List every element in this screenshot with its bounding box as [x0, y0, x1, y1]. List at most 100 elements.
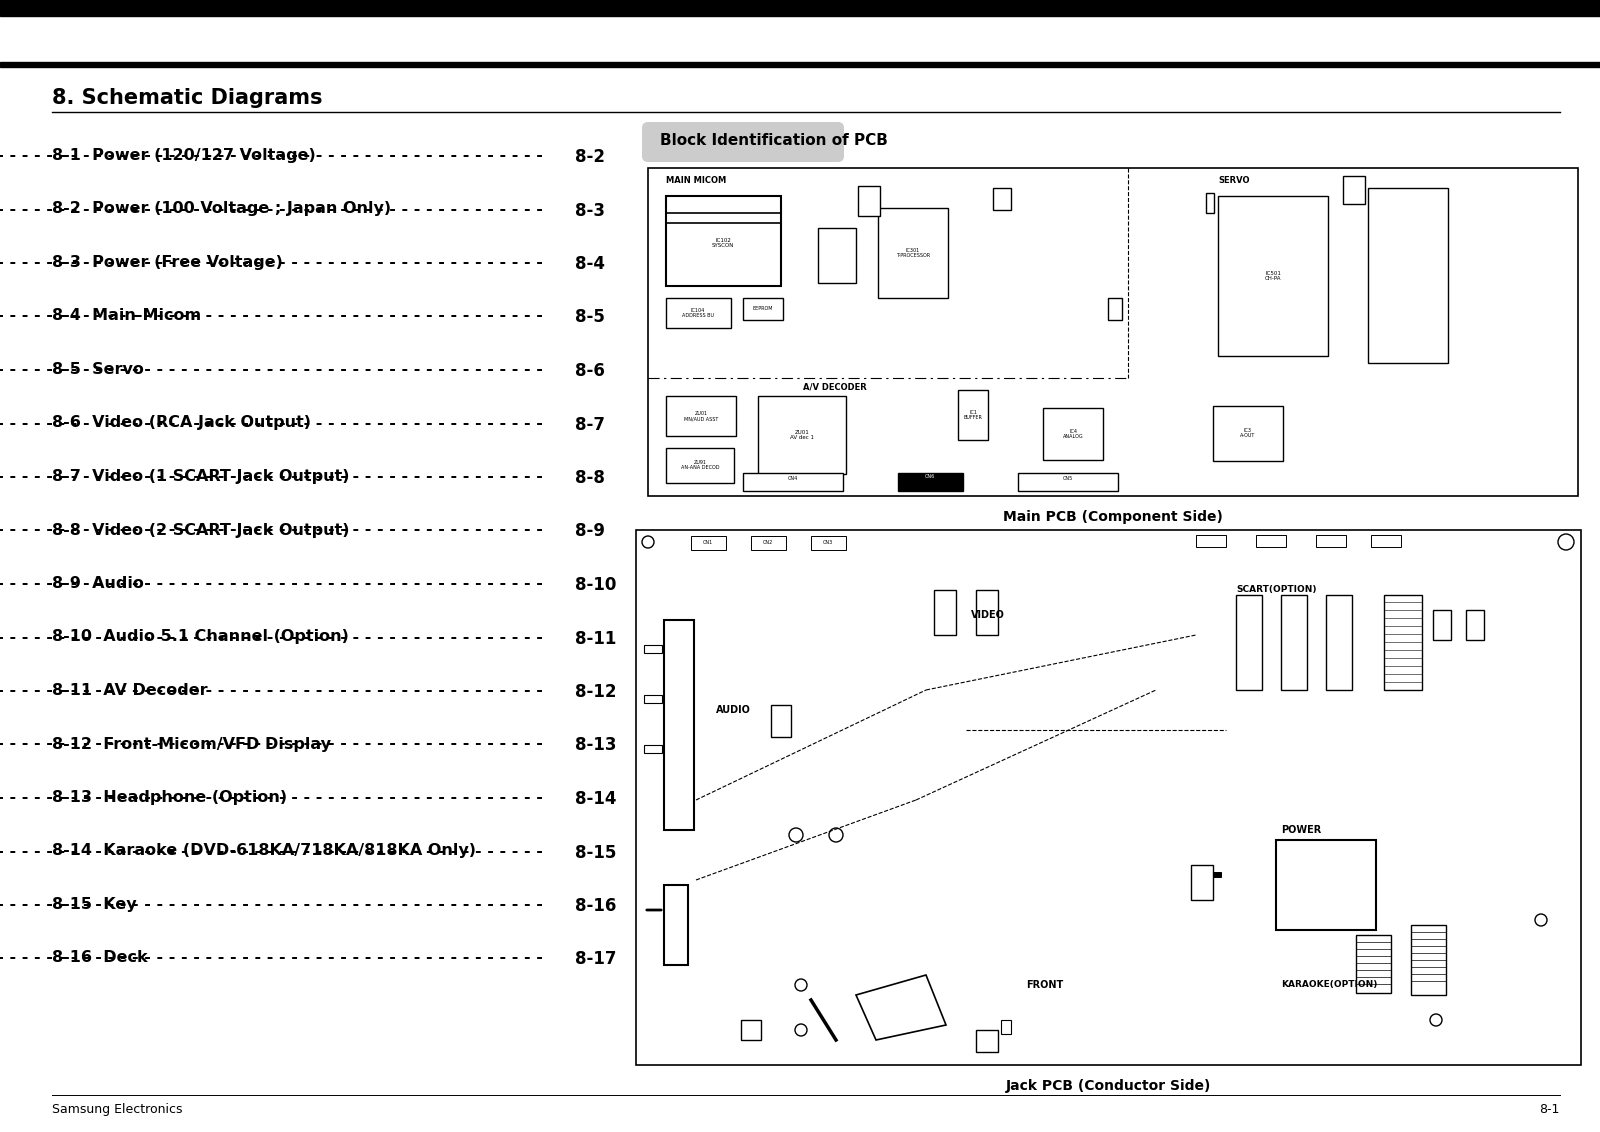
Text: 8-15: 8-15	[574, 843, 616, 861]
Text: 8-12: 8-12	[574, 683, 616, 701]
Text: 8-2: 8-2	[574, 148, 605, 166]
Text: 8-3  Power (Free Voltage): 8-3 Power (Free Voltage)	[51, 255, 283, 271]
Text: 8-5  Servo: 8-5 Servo	[51, 362, 144, 377]
Bar	[1277, 840, 1376, 931]
Text: - - - - - - - - - - - - - - - - - - - - - - - - - - - - - - - - - - - - - - - - : - - - - - - - - - - - - - - - - - - - - …	[0, 576, 547, 591]
Text: - - - - - - - - - - - - - - - - - - - - - - - - - - - - - - - - - - - - - - - - : - - - - - - - - - - - - - - - - - - - - …	[0, 790, 547, 805]
Text: IC102
SYSCON: IC102 SYSCON	[712, 238, 734, 248]
Text: 8-10  Audio 5.1 Channel (Option): 8-10 Audio 5.1 Channel (Option)	[51, 629, 349, 644]
Bar	[666, 396, 736, 436]
Text: CN4: CN4	[787, 477, 798, 481]
Text: - - - - - - - - - - - - - - - - - - - - - - - - - - - - - - - - - - - - - - - - : - - - - - - - - - - - - - - - - - - - - …	[0, 951, 547, 966]
Text: - - - - - - - - - - - - - - - - - - - - - - - - - - - - - - - - - - - - - - - - : - - - - - - - - - - - - - - - - - - - - …	[0, 629, 547, 644]
Text: - - - - - - - - - - - - - - - - - - - - - - - - - - - - - - - - - - - - - - - - : - - - - - - - - - - - - - - - - - - - - …	[0, 362, 547, 377]
Text: 8. Schematic Diagrams: 8. Schematic Diagrams	[51, 88, 323, 108]
Text: Block Identification of PCB: Block Identification of PCB	[661, 132, 888, 148]
Text: - - - - - - - - - - - - - - - - - - - - - - - - - - - - - - - - - - - - - - - - : - - - - - - - - - - - - - - - - - - - - …	[0, 148, 547, 163]
Text: 8-13: 8-13	[574, 737, 616, 755]
Bar	[1218, 196, 1328, 355]
Text: ZU01
AV dec 1: ZU01 AV dec 1	[790, 430, 814, 440]
Text: FRONT: FRONT	[1026, 980, 1064, 990]
Bar	[750, 535, 786, 550]
Text: 8-6: 8-6	[574, 362, 605, 380]
Bar	[664, 620, 694, 830]
Bar	[1315, 535, 1346, 547]
Bar	[811, 535, 846, 550]
Text: IC4
ANALOG: IC4 ANALOG	[1062, 429, 1083, 439]
Bar	[648, 168, 1578, 496]
Bar	[666, 196, 781, 286]
Text: 8-8  Video (2 SCART Jack Output): 8-8 Video (2 SCART Jack Output)	[51, 523, 349, 538]
Text: - - - - - - - - - - - - - - - - - - - - - - - - - - - - - - - - - - - - - - - - : - - - - - - - - - - - - - - - - - - - - …	[0, 415, 547, 430]
Bar	[691, 535, 726, 550]
Bar	[1326, 595, 1352, 691]
Bar	[0, 0, 1600, 16]
Text: 8-14: 8-14	[574, 790, 616, 808]
Text: 8-2  Power (100 Voltage ; Japan Only): 8-2 Power (100 Voltage ; Japan Only)	[51, 201, 390, 216]
Text: - - - - - - - - - - - - - - - - - - - - - - - - - - - - - - - - - - - - - - - - : - - - - - - - - - - - - - - - - - - - - …	[0, 683, 547, 698]
Bar	[1357, 935, 1390, 993]
Bar	[1384, 595, 1422, 691]
Bar	[1411, 925, 1446, 995]
Text: AUDIO: AUDIO	[717, 705, 750, 715]
Text: 8-3: 8-3	[574, 201, 605, 220]
Bar	[1342, 175, 1365, 204]
Text: 8-9: 8-9	[574, 523, 605, 540]
Bar	[1002, 1020, 1011, 1034]
Bar	[1213, 406, 1283, 461]
Bar	[643, 695, 662, 703]
Text: - - - - - - - - - - - - - - - - - - - - - - - - - - - - - - - - - - - - - - - - : - - - - - - - - - - - - - - - - - - - - …	[0, 309, 547, 324]
Bar	[666, 448, 734, 483]
Bar	[934, 590, 957, 635]
Bar	[741, 1020, 762, 1040]
FancyBboxPatch shape	[642, 122, 845, 162]
Text: 8-12  Front-Micom/VFD Display: 8-12 Front-Micom/VFD Display	[51, 737, 331, 752]
Bar	[742, 473, 843, 491]
Text: VIDEO: VIDEO	[971, 610, 1005, 620]
Bar	[994, 188, 1011, 211]
Text: 8-9  Audio: 8-9 Audio	[51, 576, 144, 591]
Bar	[1368, 188, 1448, 363]
Text: CN2: CN2	[763, 540, 773, 546]
Text: 8-4: 8-4	[574, 255, 605, 273]
Bar	[637, 530, 1581, 1065]
Text: 8-11  AV Decoder: 8-11 AV Decoder	[51, 683, 208, 698]
Bar	[1206, 192, 1214, 213]
Text: - - - - - - - - - - - - - - - - - - - - - - - - - - - - - - - - - - - - - - - - : - - - - - - - - - - - - - - - - - - - - …	[0, 469, 547, 484]
Text: CN1: CN1	[702, 540, 714, 546]
Text: MAIN MICOM: MAIN MICOM	[666, 175, 726, 185]
Text: - - - - - - - - - - - - - - - - - - - - - - - - - - - - - - - - - - - - - - - - : - - - - - - - - - - - - - - - - - - - - …	[0, 843, 547, 858]
Text: EEPROM: EEPROM	[752, 307, 773, 311]
Bar	[664, 885, 688, 964]
Bar	[1018, 473, 1118, 491]
Text: 8-4  Main-Micom: 8-4 Main-Micom	[51, 309, 202, 324]
Bar	[643, 645, 662, 653]
Text: IC104
ADDRESS BU: IC104 ADDRESS BU	[682, 308, 714, 318]
Bar	[1256, 535, 1286, 547]
Text: 8-17: 8-17	[574, 951, 616, 969]
Bar	[976, 590, 998, 635]
Text: IC301
T-PROCESSOR: IC301 T-PROCESSOR	[896, 248, 930, 258]
Bar	[771, 705, 790, 737]
Bar	[976, 1030, 998, 1052]
Text: KARAOKE(OPTION): KARAOKE(OPTION)	[1282, 980, 1378, 989]
Text: - - - - - - - - - - - - - - - - - - - - - - - - - - - - - - - - - - - - - - - - : - - - - - - - - - - - - - - - - - - - - …	[0, 523, 547, 538]
Text: 8-7: 8-7	[574, 415, 605, 434]
Bar	[1371, 535, 1402, 547]
Text: 8-15  Key: 8-15 Key	[51, 897, 136, 912]
Text: ZU01
MN/AUD ASST: ZU01 MN/AUD ASST	[683, 411, 718, 421]
Text: 8-6  Video (RCA Jack Output): 8-6 Video (RCA Jack Output)	[51, 415, 310, 430]
Bar	[758, 396, 846, 474]
Text: CN6: CN6	[925, 474, 934, 480]
Bar	[1282, 595, 1307, 691]
Text: 8-13  Headphone (Option): 8-13 Headphone (Option)	[51, 790, 286, 805]
Bar	[1197, 535, 1226, 547]
Text: SCART(OPTION): SCART(OPTION)	[1235, 585, 1317, 594]
Bar	[742, 298, 782, 320]
Text: 8-10: 8-10	[574, 576, 616, 594]
Text: ZU91
AN-ANA DECOD: ZU91 AN-ANA DECOD	[680, 460, 720, 471]
Bar	[878, 208, 947, 298]
Bar	[643, 745, 662, 753]
Text: 8-16: 8-16	[574, 897, 616, 915]
Bar	[858, 186, 880, 216]
